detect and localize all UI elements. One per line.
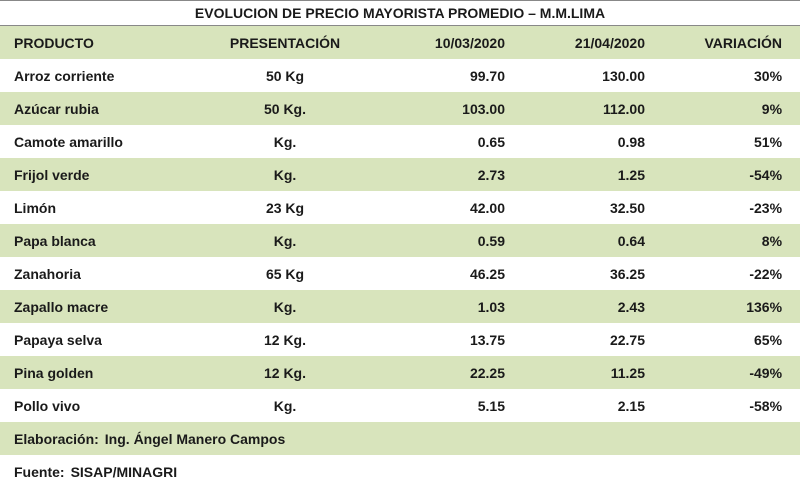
cell: Camote amarillo — [14, 133, 123, 150]
cell: 32.50 — [609, 199, 645, 216]
cell: 11.25 — [610, 364, 645, 381]
footer-cell: Elaboración: Ing. Ángel Manero Campos — [0, 422, 800, 455]
footer-label: Fuente: — [14, 463, 65, 480]
cell: Papaya selva — [14, 331, 102, 348]
cell: 36.25 — [609, 265, 645, 282]
cell: Kg. — [273, 133, 297, 150]
cell: 13.75 — [469, 331, 505, 348]
data-row: Frijol verde Kg. 2.73 1.25 -54% — [0, 158, 800, 191]
cell: 1.03 — [477, 298, 505, 315]
cell: 22.75 — [609, 331, 645, 348]
title-row: EVOLUCION DE PRECIO MAYORISTA PROMEDIO –… — [0, 0, 800, 26]
cell: 65% — [754, 331, 783, 348]
footer-row: Fuente: SISAP/MINAGRI — [0, 455, 800, 488]
table-title: EVOLUCION DE PRECIO MAYORISTA PROMEDIO –… — [0, 0, 800, 26]
cell: 23 Kg — [265, 199, 305, 216]
cell: -23% — [749, 199, 783, 216]
cell: -54% — [749, 166, 783, 183]
footer-row: Elaboración: Ing. Ángel Manero Campos — [0, 422, 800, 455]
footer-label: Elaboración: — [14, 430, 99, 447]
cell: 2.73 — [477, 166, 505, 183]
cell: Pina golden — [14, 364, 94, 381]
column-header: VARIACIÓN — [704, 34, 783, 51]
cell: 65 Kg — [265, 265, 305, 282]
cell: Papa blanca — [14, 232, 96, 249]
column-header: 21/04/2020 — [574, 34, 645, 51]
footer-value: Ing. Ángel Manero Campos — [104, 430, 286, 447]
cell: 0.65 — [477, 133, 505, 150]
cell: Zanahoria — [14, 265, 81, 282]
cell: -49% — [749, 364, 783, 381]
cell: Arroz corriente — [14, 67, 115, 84]
cell: 0.64 — [617, 232, 645, 249]
cell: Kg. — [273, 397, 297, 414]
cell: 51% — [754, 133, 783, 150]
cell: 8% — [761, 232, 783, 249]
cell: 12 Kg. — [263, 364, 306, 381]
cell: 2.15 — [617, 397, 645, 414]
cell: 5.15 — [477, 397, 505, 414]
cell: 30% — [754, 67, 783, 84]
cell: Frijol verde — [14, 166, 90, 183]
data-row: Papa blanca Kg. 0.59 0.64 8% — [0, 224, 800, 257]
cell: 130.00 — [602, 67, 645, 84]
data-row: Camote amarillo Kg. 0.65 0.98 51% — [0, 125, 800, 158]
data-row: Arroz corriente 50 Kg 99.70 130.00 30% — [0, 59, 800, 92]
cell: 0.98 — [617, 133, 645, 150]
header-row: PRODUCTO PRESENTACIÓN 10/03/2020 21/04/2020… — [0, 25, 800, 59]
cell: Zapallo macre — [14, 298, 109, 315]
cell: Pollo vivo — [14, 397, 81, 414]
cell: 0.59 — [477, 232, 505, 249]
cell: Kg. — [273, 166, 297, 183]
cell: 50 Kg. — [263, 100, 306, 117]
cell: 103.00 — [462, 100, 505, 117]
footer-cell: Fuente: SISAP/MINAGRI — [0, 455, 800, 488]
cell: 46.25 — [469, 265, 505, 282]
cell: 136% — [746, 298, 783, 315]
cell: 9% — [761, 100, 783, 117]
data-row: Zapallo macre Kg. 1.03 2.43 136% — [0, 290, 800, 323]
data-row: Azúcar rubia 50 Kg. 103.00 112.00 9% — [0, 92, 800, 125]
data-row: Zanahoria 65 Kg 46.25 36.25 -22% — [0, 257, 800, 290]
cell: 2.43 — [617, 298, 645, 315]
data-row: Pina golden 12 Kg. 22.25 11.25 -49% — [0, 356, 800, 389]
footer-value: SISAP/MINAGRI — [70, 463, 178, 480]
cell: 42.00 — [469, 199, 505, 216]
cell: 99.70 — [469, 67, 505, 84]
data-row: Papaya selva 12 Kg. 13.75 22.75 65% — [0, 323, 800, 356]
cell: -22% — [749, 265, 783, 282]
column-header: PRESENTACIÓN — [229, 34, 341, 51]
data-row: Limón 23 Kg 42.00 32.50 -23% — [0, 191, 800, 224]
cell: 22.25 — [469, 364, 505, 381]
column-header: 10/03/2020 — [434, 34, 505, 51]
cell: 50 Kg — [265, 67, 305, 84]
column-header: PRODUCTO — [14, 34, 94, 51]
cell: Limón — [14, 199, 56, 216]
cell: 112.00 — [602, 100, 645, 117]
cell: Kg. — [273, 298, 297, 315]
cell: Azúcar rubia — [14, 100, 99, 117]
cell: 1.25 — [617, 166, 645, 183]
cell: Kg. — [273, 232, 297, 249]
cell: 12 Kg. — [263, 331, 306, 348]
cell: -58% — [749, 397, 783, 414]
data-row: Pollo vivo Kg. 5.15 2.15 -58% — [0, 389, 800, 422]
